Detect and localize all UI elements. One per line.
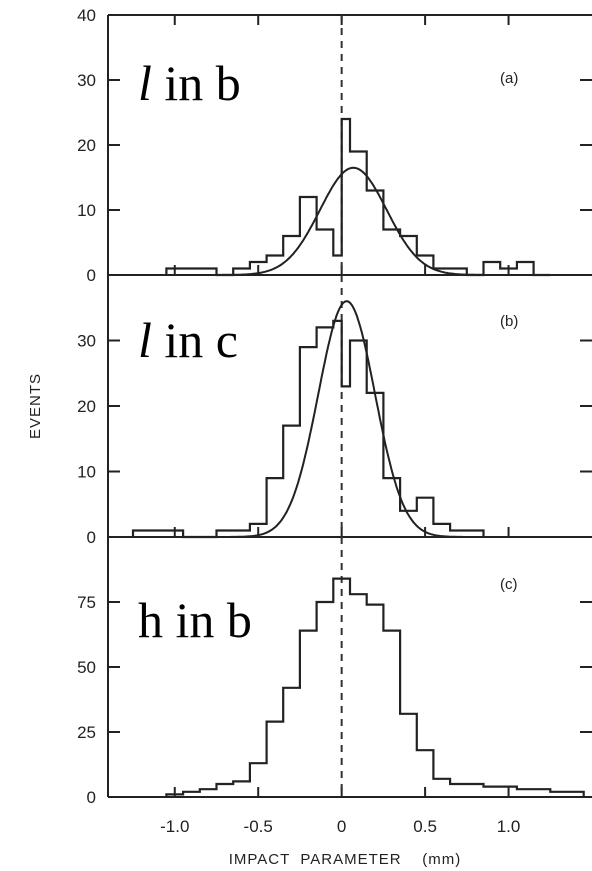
y-tick-label: 30	[77, 332, 96, 351]
fit-curve	[108, 300, 549, 538]
y-tick-label: 0	[87, 528, 96, 547]
x-tick-label: 1.0	[497, 817, 521, 836]
panel-tag: (a)	[500, 70, 518, 87]
panel-overlay-label: l in b	[138, 55, 241, 111]
panel-label-text: h in b	[138, 592, 252, 648]
y-tick-label: 10	[77, 201, 96, 220]
x-tick-label: 0.5	[413, 817, 437, 836]
panel-label-italic: l	[138, 312, 152, 368]
y-tick-label: 20	[77, 136, 96, 155]
histogram-steps	[131, 319, 485, 539]
x-axis-label: IMPACT PARAMETER (mm)	[229, 851, 462, 868]
x-tick-label: -0.5	[244, 817, 273, 836]
y-axis-label: EVENTS	[27, 373, 44, 439]
y-tick-label: 75	[77, 593, 96, 612]
panel-c: 0 25 50 75 (c) h in b -1.0 -0.5 0 0.5 1.0	[77, 537, 592, 836]
panel-tag: (c)	[500, 576, 518, 593]
fit-curve	[108, 166, 549, 276]
y-tick-label: 30	[77, 71, 96, 90]
y-tick-label: 40	[77, 6, 96, 25]
y-tick-label: 0	[87, 266, 96, 285]
histogram-steps	[165, 577, 585, 797]
y-tick-label: 20	[77, 397, 96, 416]
panel-overlay-label: h in b	[138, 592, 252, 648]
histogram-steps	[165, 117, 551, 277]
panel-label-italic: l	[138, 55, 152, 111]
y-tick-label: 10	[77, 463, 96, 482]
y-tick-label: 0	[87, 788, 96, 807]
x-tick-label: 0	[337, 817, 346, 836]
panel-overlay-label: l in c	[138, 312, 238, 368]
panel-a: 0 10 20 30 40 (a) l in b	[77, 6, 592, 285]
x-tick-label: -1.0	[160, 817, 189, 836]
y-tick-label: 25	[77, 723, 96, 742]
y-tick-label: 50	[77, 658, 96, 677]
panel-b: 0 10 20 30 (b) l in c	[77, 275, 592, 547]
panel-label-text: in b	[152, 55, 241, 111]
panel-label-text: in c	[152, 312, 238, 368]
panel-tag: (b)	[500, 313, 518, 330]
